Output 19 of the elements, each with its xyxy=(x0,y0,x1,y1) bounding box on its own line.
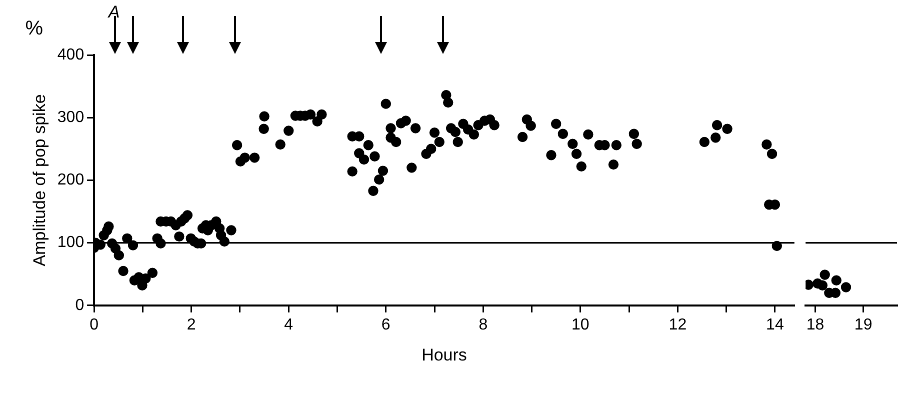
y-tick-label: 400 xyxy=(57,46,84,64)
x-tick-label: 10 xyxy=(572,316,590,334)
x-tick-label: 6 xyxy=(381,316,390,334)
y-tick-label: 300 xyxy=(57,109,84,126)
y-tick-label: 0 xyxy=(75,296,84,314)
x-tick-label: 18 xyxy=(806,316,824,334)
x-tick-label: 14 xyxy=(766,316,784,334)
y-tick-label: 200 xyxy=(57,172,84,189)
text: A xyxy=(107,2,120,22)
y-axis-title: Amplitude of pop spike xyxy=(30,94,49,266)
x-tick-label: 2 xyxy=(186,316,196,334)
y-tick-label: 100 xyxy=(57,234,84,252)
x-tick-label: 0 xyxy=(90,316,99,334)
x-tick-label: 4 xyxy=(284,316,294,334)
x-tick-label: 12 xyxy=(668,316,687,334)
x-tick-label: 19 xyxy=(854,316,872,334)
x-axis-title: Hours xyxy=(422,345,467,364)
text: % xyxy=(25,18,44,40)
x-tick-label: 8 xyxy=(478,316,488,334)
